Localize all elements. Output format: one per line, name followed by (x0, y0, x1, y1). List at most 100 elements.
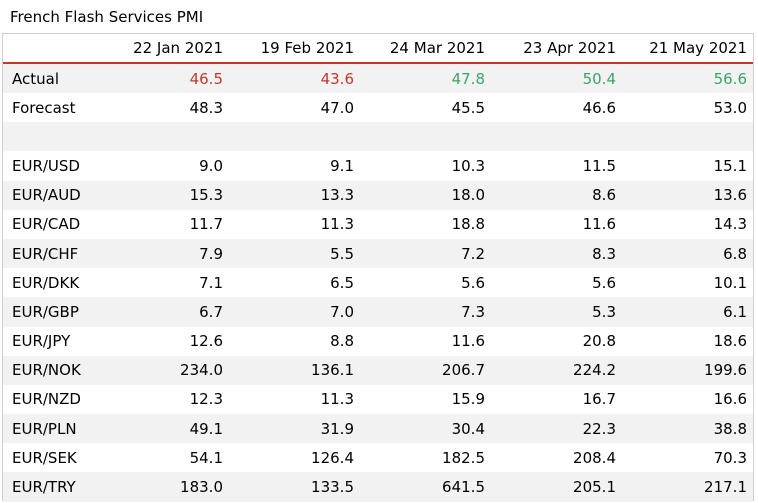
table-cell: 12.6 (189, 332, 223, 351)
table-cell: 47.8 (360, 63, 491, 94)
table-cell: 10.1 (713, 273, 747, 292)
table-cell: 56.6 (622, 63, 753, 94)
row-label: EUR/USD (12, 156, 80, 175)
table-cell: 18.6 (713, 332, 747, 351)
row-label: EUR/PLN (3, 414, 98, 444)
table-row: EUR/AUD 15.3 13.3 18.0 8.6 13.6 (3, 180, 753, 210)
table-cell: 46.6 (582, 98, 616, 117)
table-cell: 5.6 (461, 273, 485, 292)
table-cell: 38.8 (622, 414, 753, 444)
table-cell: 7.0 (229, 297, 360, 327)
table-cell: 18.8 (451, 215, 485, 234)
table-cell: 53.0 (713, 98, 747, 117)
data-table-container: 22 Jan 2021 19 Feb 2021 24 Mar 2021 23 A… (2, 33, 754, 502)
table-cell (98, 122, 229, 152)
table-cell: 182.5 (442, 448, 485, 467)
spacer-row (3, 122, 753, 152)
header-corner (3, 34, 98, 64)
table-cell: 11.6 (451, 332, 485, 351)
table-row: EUR/DKK 7.1 6.5 5.6 5.6 10.1 (3, 268, 753, 297)
table-title: French Flash Services PMI (10, 8, 204, 26)
table-row: Forecast 48.3 47.0 45.5 46.6 53.0 (3, 93, 753, 122)
table-cell: 8.8 (330, 332, 354, 351)
table-cell: 43.6 (229, 63, 360, 94)
row-label: EUR/GBP (3, 297, 98, 327)
table-cell: 11.5 (582, 156, 616, 175)
row-label: EUR/CHF (3, 238, 98, 269)
table-cell: 54.1 (189, 448, 223, 467)
row-label: EUR/SEK (12, 448, 77, 467)
table-cell: 48.3 (189, 98, 223, 117)
table-cell: 641.5 (360, 472, 491, 502)
table-cell: 224.2 (491, 355, 622, 385)
table-cell (229, 122, 360, 152)
table-row: EUR/USD 9.0 9.1 10.3 11.5 15.1 (3, 151, 753, 180)
table-cell: 6.7 (98, 297, 229, 327)
table-cell: 6.5 (330, 273, 354, 292)
table-cell: 11.7 (189, 215, 223, 234)
table-row: Actual 46.5 43.6 47.8 50.4 56.6 (3, 63, 753, 94)
table-cell: 15.3 (98, 180, 229, 210)
table-cell: 7.2 (360, 238, 491, 269)
table-row: EUR/SEK 54.1 126.4 182.5 208.4 70.3 (3, 443, 753, 472)
table-cell: 9.0 (199, 156, 223, 175)
table-cell: 13.3 (229, 180, 360, 210)
table-cell: 16.6 (713, 390, 747, 409)
table-row: EUR/CAD 11.7 11.3 18.8 11.6 14.3 (3, 210, 753, 239)
row-label: EUR/CAD (12, 215, 81, 234)
table-cell: 6.8 (622, 238, 753, 269)
table-cell: 13.6 (622, 180, 753, 210)
table-cell: 11.3 (320, 390, 354, 409)
table-cell: 6.1 (622, 297, 753, 327)
table-cell: 5.6 (592, 273, 616, 292)
row-label: Forecast (12, 98, 76, 117)
table-row: EUR/NZD 12.3 11.3 15.9 16.7 16.6 (3, 385, 753, 414)
table-cell: 5.5 (229, 238, 360, 269)
table-cell: 30.4 (360, 414, 491, 444)
table-cell: 7.9 (98, 238, 229, 269)
table-cell (360, 122, 491, 152)
row-label: EUR/DKK (12, 273, 80, 292)
table-cell: 234.0 (98, 355, 229, 385)
table-row: EUR/GBP 6.7 7.0 7.3 5.3 6.1 (3, 297, 753, 327)
table-cell: 14.3 (713, 215, 747, 234)
table-cell: 208.4 (573, 448, 616, 467)
table-row: EUR/NOK 234.0 136.1 206.7 224.2 199.6 (3, 355, 753, 385)
table-cell: 7.3 (360, 297, 491, 327)
table-cell: 206.7 (360, 355, 491, 385)
table-cell: 8.6 (491, 180, 622, 210)
row-label: EUR/AUD (3, 180, 98, 210)
column-header: 23 Apr 2021 (491, 34, 622, 64)
table-cell: 136.1 (229, 355, 360, 385)
table-cell: 49.1 (98, 414, 229, 444)
column-header: 21 May 2021 (622, 34, 753, 64)
table-cell: 16.7 (582, 390, 616, 409)
row-label: EUR/NZD (12, 390, 81, 409)
column-header: 19 Feb 2021 (229, 34, 360, 64)
table-cell: 22.3 (491, 414, 622, 444)
row-label: EUR/JPY (12, 332, 71, 351)
table-cell: 11.6 (582, 215, 616, 234)
table-row: EUR/CHF 7.9 5.5 7.2 8.3 6.8 (3, 238, 753, 269)
table-cell (622, 122, 753, 152)
table-cell: 15.1 (713, 156, 747, 175)
table-cell: 5.3 (491, 297, 622, 327)
table-cell (491, 122, 622, 152)
table-cell: 20.8 (582, 332, 616, 351)
row-label: Actual (3, 63, 98, 94)
table-cell: 205.1 (491, 472, 622, 502)
table-cell: 8.3 (491, 238, 622, 269)
table-row: EUR/TRY 183.0 133.5 641.5 205.1 217.1 (3, 472, 753, 502)
table-cell: 199.6 (622, 355, 753, 385)
table-cell: 126.4 (311, 448, 354, 467)
table-cell: 15.9 (451, 390, 485, 409)
column-header: 24 Mar 2021 (360, 34, 491, 64)
table-cell: 31.9 (229, 414, 360, 444)
table-cell: 10.3 (451, 156, 485, 175)
table-row: EUR/JPY 12.6 8.8 11.6 20.8 18.6 (3, 327, 753, 356)
table-row: EUR/PLN 49.1 31.9 30.4 22.3 38.8 (3, 414, 753, 444)
column-header: 22 Jan 2021 (98, 34, 229, 64)
row-label (3, 122, 98, 152)
table-cell: 7.1 (199, 273, 223, 292)
table-cell: 45.5 (451, 98, 485, 117)
